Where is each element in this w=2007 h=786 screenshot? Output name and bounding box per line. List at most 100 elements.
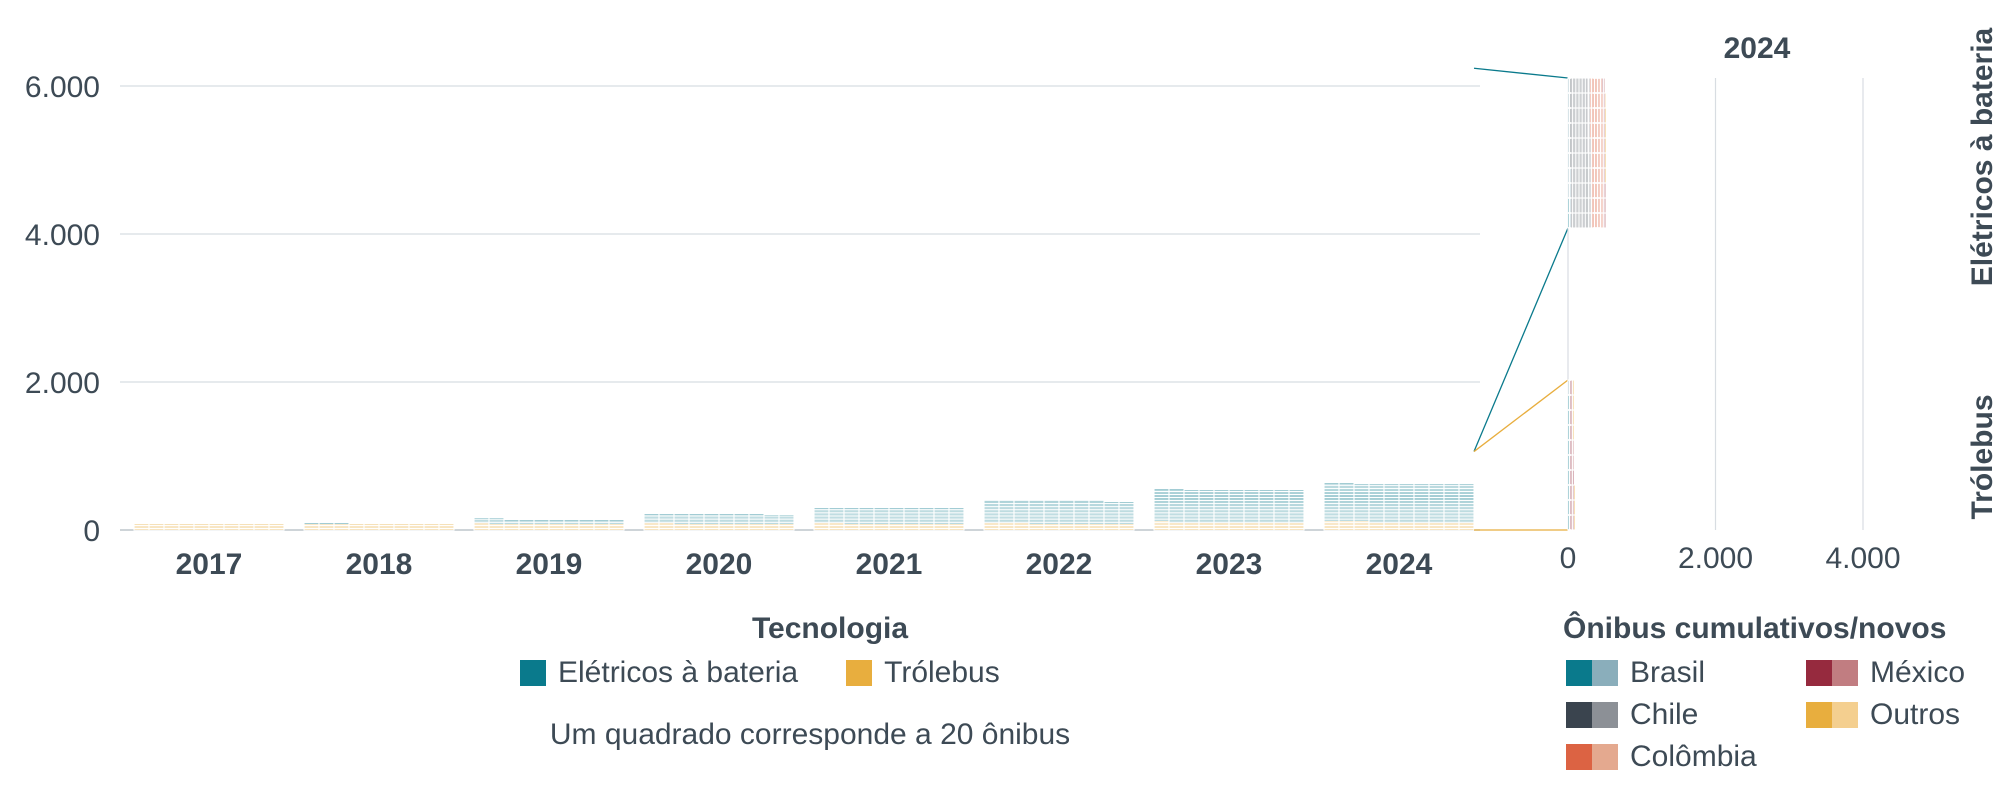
waffle-square [503, 519, 520, 522]
panel-x-axis-ticks: 0 2.000 4.000 [1560, 542, 1901, 575]
right-label-bev: Elétricos à bateria [1966, 27, 1999, 286]
waffle-square [303, 522, 320, 525]
connector-line [1473, 379, 1569, 453]
waffle-square [718, 513, 735, 516]
waffle-square [1213, 489, 1230, 493]
x-category-label: 2019 [516, 548, 583, 581]
panel-waffle-square [1571, 409, 1575, 426]
waffle-square [1118, 501, 1135, 504]
main-waffle-bars [133, 482, 1475, 531]
waffle-square [748, 513, 765, 516]
waffle-square [983, 499, 1000, 503]
tech-legend-title: Tecnologia [751, 612, 909, 645]
x-category-label: 2022 [1026, 548, 1093, 581]
waffle-square [1338, 482, 1355, 485]
bar-2022 [983, 499, 1135, 531]
x-category-label: 2024 [1366, 548, 1433, 581]
waffle-square [1088, 499, 1105, 503]
waffle-square [658, 513, 675, 516]
panel-waffle-square [1571, 424, 1575, 441]
chile-swatch [1566, 702, 1618, 728]
bar-2017 [133, 523, 285, 531]
panel-waffle-square [1571, 439, 1575, 456]
main-gridlines [120, 85, 1480, 531]
panel-waffle-square [1604, 92, 1607, 109]
waffle-square [858, 507, 875, 510]
y-tick-label: 6.000 [25, 71, 100, 104]
x-category-label: 2021 [856, 548, 923, 581]
country-legend-item-outros: Outros [1806, 698, 2006, 732]
waffle-square [688, 513, 705, 516]
waffle-square [813, 507, 830, 510]
waffle-square [348, 523, 365, 527]
waffle-square [1273, 489, 1290, 493]
panel-waffle-bars [1567, 77, 1607, 531]
waffle-square [1458, 483, 1475, 487]
waffle-square [1013, 499, 1030, 503]
panel-waffle-square [1573, 514, 1576, 531]
waffle-square [1058, 499, 1075, 503]
y-tick-label: 4.000 [25, 219, 100, 252]
country-legend-label: México [1870, 656, 1966, 689]
waffle-square [918, 507, 935, 510]
mexico-swatch [1806, 660, 1858, 686]
waffle-square [1258, 489, 1275, 493]
waffle-square [1368, 483, 1385, 487]
panel-waffle-square [1604, 122, 1607, 139]
colombia-swatch [1566, 744, 1618, 770]
waffle-square [333, 522, 350, 525]
waffle-square [703, 513, 720, 516]
bar-2018 [303, 522, 455, 531]
waffle-square [608, 519, 625, 522]
x-category-label: 2017 [176, 548, 243, 581]
waffle-square [1398, 483, 1415, 487]
waffle-square [518, 519, 535, 522]
panel-waffle-square [1571, 469, 1575, 486]
waffle-square [253, 523, 270, 527]
tech-legend-label: Trólebus [884, 656, 1000, 689]
bar-2019 [473, 517, 625, 531]
waffle-square [933, 507, 950, 510]
country-legend: Brasil México Chile Outros Colômbia [1566, 656, 2006, 774]
waffle-square [1413, 483, 1430, 487]
waffle-square [1228, 489, 1245, 493]
panel-title: 2024 [1724, 32, 1791, 65]
waffle-square [563, 519, 580, 522]
tech-legend-item-bev: Elétricos à bateria [520, 656, 798, 690]
waffle-square [1183, 489, 1200, 493]
panel-waffle-square [1573, 484, 1576, 501]
waffle-square [593, 519, 610, 522]
bar-2020 [643, 513, 795, 531]
y-axis-ticks: 0 2.000 4.000 6.000 [25, 71, 100, 548]
right-label-trolley: Trólebus [1966, 394, 1999, 519]
panel-waffle-square [1571, 379, 1575, 396]
waffle-square [643, 513, 660, 516]
tech-legend-item-trolley: Trólebus [846, 656, 1000, 690]
waffle-square [903, 507, 920, 510]
waffle-square [1198, 489, 1215, 493]
waffle-square [1353, 483, 1370, 487]
tech-legend-label: Elétricos à bateria [558, 656, 799, 689]
waffle-square [1383, 483, 1400, 487]
panel-waffle-square [1604, 137, 1607, 154]
waffle-square [1073, 499, 1090, 503]
waffle-square [533, 519, 550, 522]
waffle-square [238, 523, 255, 527]
brasil-swatch [1566, 660, 1618, 686]
country-legend-item-colombia: Colômbia [1566, 740, 1806, 774]
waffle-square [778, 514, 795, 518]
x-category-label: 2018 [346, 548, 413, 581]
panel-waffle-square [1573, 499, 1576, 516]
zoom-connectors [1473, 67, 1569, 531]
panel-x-tick-label: 0 [1560, 542, 1577, 575]
y-tick-label: 2.000 [25, 367, 100, 400]
waffle-square [318, 522, 335, 525]
waffle-square [363, 523, 380, 527]
x-category-label: 2020 [686, 548, 753, 581]
country-legend-item-chile: Chile [1566, 698, 1806, 732]
waffle-square [1043, 499, 1060, 503]
waffle-square [1028, 499, 1045, 503]
panel-waffle-square [1602, 77, 1606, 94]
waffle-square [843, 507, 860, 510]
country-legend-label: Brasil [1630, 656, 1706, 689]
